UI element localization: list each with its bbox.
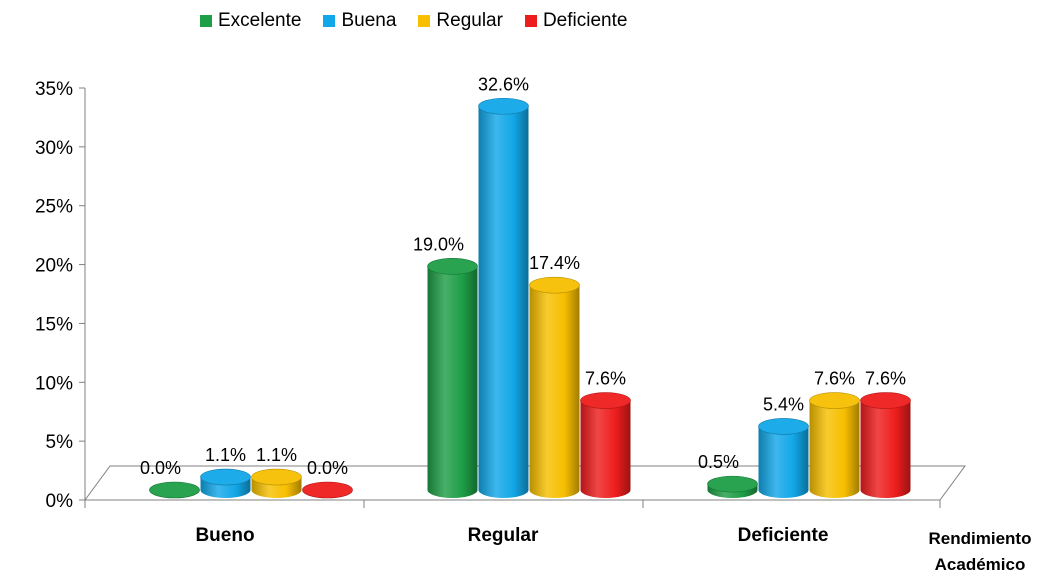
bar-body <box>860 400 911 498</box>
data-label: 0.0% <box>140 458 181 478</box>
data-label: 7.6% <box>814 369 855 389</box>
x-category-label: Deficiente <box>738 525 829 546</box>
bar-body <box>809 400 860 498</box>
bar-top <box>707 475 758 493</box>
x-axis-title: Rendimiento <box>929 529 1032 548</box>
data-label: 1.1% <box>205 445 246 465</box>
x-category-label: Bueno <box>195 525 254 546</box>
bar-regular-deficiente <box>809 392 860 498</box>
bar-excelente-bueno <box>149 481 200 499</box>
data-label: 5.4% <box>763 394 804 414</box>
bar-top <box>478 97 529 115</box>
legend-label-regular: Regular <box>436 10 503 31</box>
bar-regular-regular <box>529 276 580 498</box>
bar-top <box>149 481 200 499</box>
legend-item-regular: Regular <box>418 10 503 32</box>
bar-top <box>809 392 860 409</box>
bar-body <box>529 285 580 498</box>
y-tick-label: 0% <box>46 491 74 512</box>
y-tick-label: 30% <box>35 138 73 159</box>
bar-buena-deficiente <box>758 418 809 498</box>
bar-top <box>427 258 478 275</box>
bar-top <box>529 276 580 294</box>
data-label: 0.5% <box>698 452 739 472</box>
data-label: 17.4% <box>529 253 580 273</box>
chart-labels: 0.0% 1.1% 1.1% 0.0% 19.0% 32.6% 17.4% 7.6% 0.5% 5… <box>140 74 906 478</box>
y-tick-label: 5% <box>46 432 74 453</box>
bar-top <box>200 468 251 486</box>
data-label: 32.6% <box>478 74 529 94</box>
legend-label-deficiente: Deficiente <box>542 10 628 31</box>
chart-bars <box>149 97 911 499</box>
legend-swatch-buena <box>323 15 336 27</box>
y-tick-label: 10% <box>35 373 73 394</box>
legend-item-deficiente: Deficiente <box>524 10 628 32</box>
legend-swatch-deficiente <box>524 15 537 27</box>
bar-top <box>580 392 631 409</box>
chart-legend: Excelente Buena Regular Deficiente <box>200 10 627 32</box>
legend-label-buena: Buena <box>341 10 397 31</box>
bar-excelente-deficiente <box>707 475 758 498</box>
legend-swatch-excelente <box>200 15 212 27</box>
y-tick-label: 15% <box>35 314 73 335</box>
bar-top <box>302 481 353 499</box>
legend-item-excelente: Excelente <box>200 10 301 32</box>
bar-deficiente-bueno <box>302 481 353 499</box>
bar-top <box>758 418 809 435</box>
legend-item-buena: Buena <box>323 10 396 32</box>
legend-label-excelente: Excelente <box>218 10 302 31</box>
bar-top <box>860 392 911 409</box>
bar-buena-regular <box>478 97 529 498</box>
data-label: 1.1% <box>256 445 297 465</box>
bar-excelente-regular <box>427 258 478 498</box>
data-label: 7.6% <box>865 369 906 389</box>
bar-deficiente-deficiente <box>860 392 911 498</box>
bar-body <box>478 106 529 498</box>
bar-regular-bueno <box>251 468 302 498</box>
data-label: 19.0% <box>413 234 464 254</box>
legend-swatch-regular <box>418 15 431 27</box>
data-label: 7.6% <box>585 369 626 389</box>
bar-body <box>580 400 631 498</box>
bar-body <box>758 426 809 498</box>
y-tick-label: 35% <box>35 79 73 100</box>
bar-top <box>251 468 302 486</box>
x-category-label: Regular <box>468 525 539 546</box>
bar-deficiente-regular <box>580 392 631 498</box>
bar-body <box>427 266 478 498</box>
y-tick-label: 20% <box>35 256 73 277</box>
x-axis-title: Académico <box>935 555 1026 574</box>
data-label: 0.0% <box>307 458 348 478</box>
bar-buena-bueno <box>200 468 251 498</box>
y-tick-label: 25% <box>35 197 73 218</box>
